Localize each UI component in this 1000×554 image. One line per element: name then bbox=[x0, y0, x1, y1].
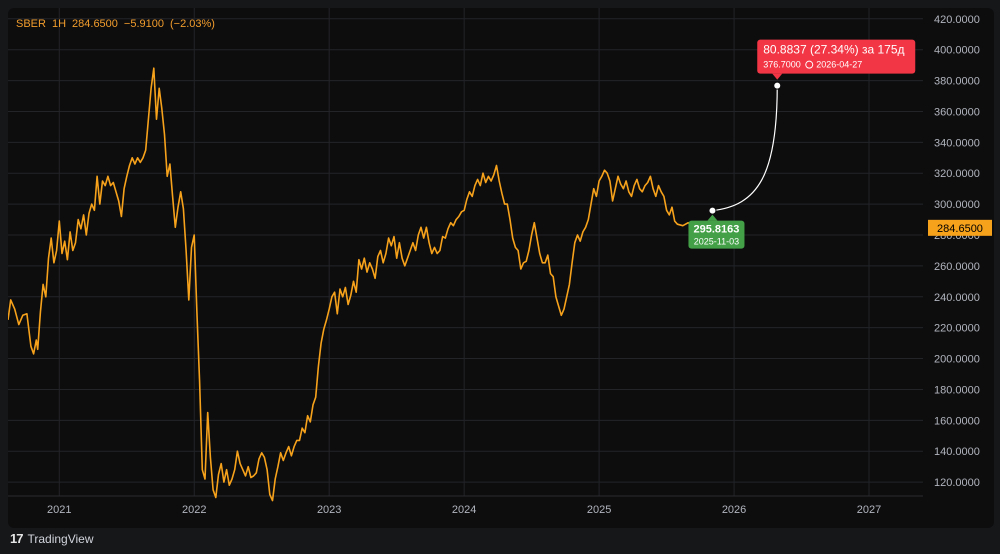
x-tick-label: 2022 bbox=[182, 504, 206, 516]
chart-panel[interactable]: 420.0000 400.0000 380.0000 360.0000 340.0000… bbox=[8, 8, 994, 528]
start-label-box bbox=[688, 220, 745, 249]
x-tick-label: 2023 bbox=[317, 504, 341, 516]
y-tick-label: 300.0000 bbox=[934, 199, 980, 211]
symbol-name[interactable]: SBER bbox=[16, 18, 46, 30]
end-label-box bbox=[757, 39, 916, 74]
clock-icon bbox=[805, 60, 814, 69]
y-tick-label: 160.0000 bbox=[934, 415, 980, 427]
y-tick-label: 380.0000 bbox=[934, 76, 980, 88]
y-tick-label: 400.0000 bbox=[934, 45, 980, 57]
y-tick-label: 340.0000 bbox=[934, 137, 980, 149]
price-chart[interactable]: 420.0000 400.0000 380.0000 360.0000 340.0000… bbox=[8, 8, 994, 528]
last-price: 284.6500 bbox=[72, 18, 118, 30]
start-date-label: 2025-11-03 bbox=[694, 237, 739, 247]
y-tick-label: 120.0000 bbox=[934, 477, 980, 489]
symbol-header: SBER 1H 284.6500 −5.9100 (−2.03%) bbox=[16, 18, 221, 30]
y-tick-label: 180.0000 bbox=[934, 384, 980, 396]
x-tick-label: 2024 bbox=[452, 504, 476, 516]
end-value-label: 376.7000 bbox=[763, 60, 801, 70]
start-value-label: 295.8163 bbox=[694, 224, 740, 236]
brand-name: TradingView bbox=[27, 531, 94, 546]
y-tick-label: 220.0000 bbox=[934, 323, 980, 335]
x-tick-label: 2021 bbox=[47, 504, 71, 516]
change-text: 80.8837 (27.34%) за 175д bbox=[763, 43, 904, 57]
last-price-tag-label: 284.6500 bbox=[937, 223, 983, 235]
projection-arc[interactable] bbox=[712, 85, 778, 212]
tradingview-brand[interactable]: 17 TradingView bbox=[10, 531, 94, 546]
end-label-arrow bbox=[772, 73, 783, 80]
y-tick-label: 200.0000 bbox=[934, 354, 980, 366]
last-price-tag bbox=[928, 219, 992, 236]
y-tick-label: 360.0000 bbox=[934, 106, 980, 118]
start-label-arrow bbox=[707, 214, 718, 221]
x-tick-label: 2026 bbox=[722, 504, 746, 516]
price-change-pct: (−2.03%) bbox=[170, 18, 215, 30]
tradingview-logo-icon: 17 bbox=[10, 531, 24, 546]
price-line[interactable] bbox=[8, 67, 695, 502]
interval-label[interactable]: 1H bbox=[51, 18, 67, 30]
projection-end-point[interactable] bbox=[773, 81, 782, 90]
x-tick-label: 2025 bbox=[587, 504, 611, 516]
y-tick-label: 420.0000 bbox=[934, 14, 980, 26]
y-tick-label: 240.0000 bbox=[934, 292, 980, 304]
projection-start-point[interactable] bbox=[708, 206, 717, 215]
x-tick-label: 2027 bbox=[857, 504, 881, 516]
y-tick-label: 320.0000 bbox=[934, 168, 980, 180]
y-tick-label: 140.0000 bbox=[934, 446, 980, 458]
y-tick-label: 260.0000 bbox=[934, 261, 980, 273]
end-date-label: 2026-04-27 bbox=[816, 60, 862, 70]
price-change: −5.9100 bbox=[123, 18, 164, 30]
